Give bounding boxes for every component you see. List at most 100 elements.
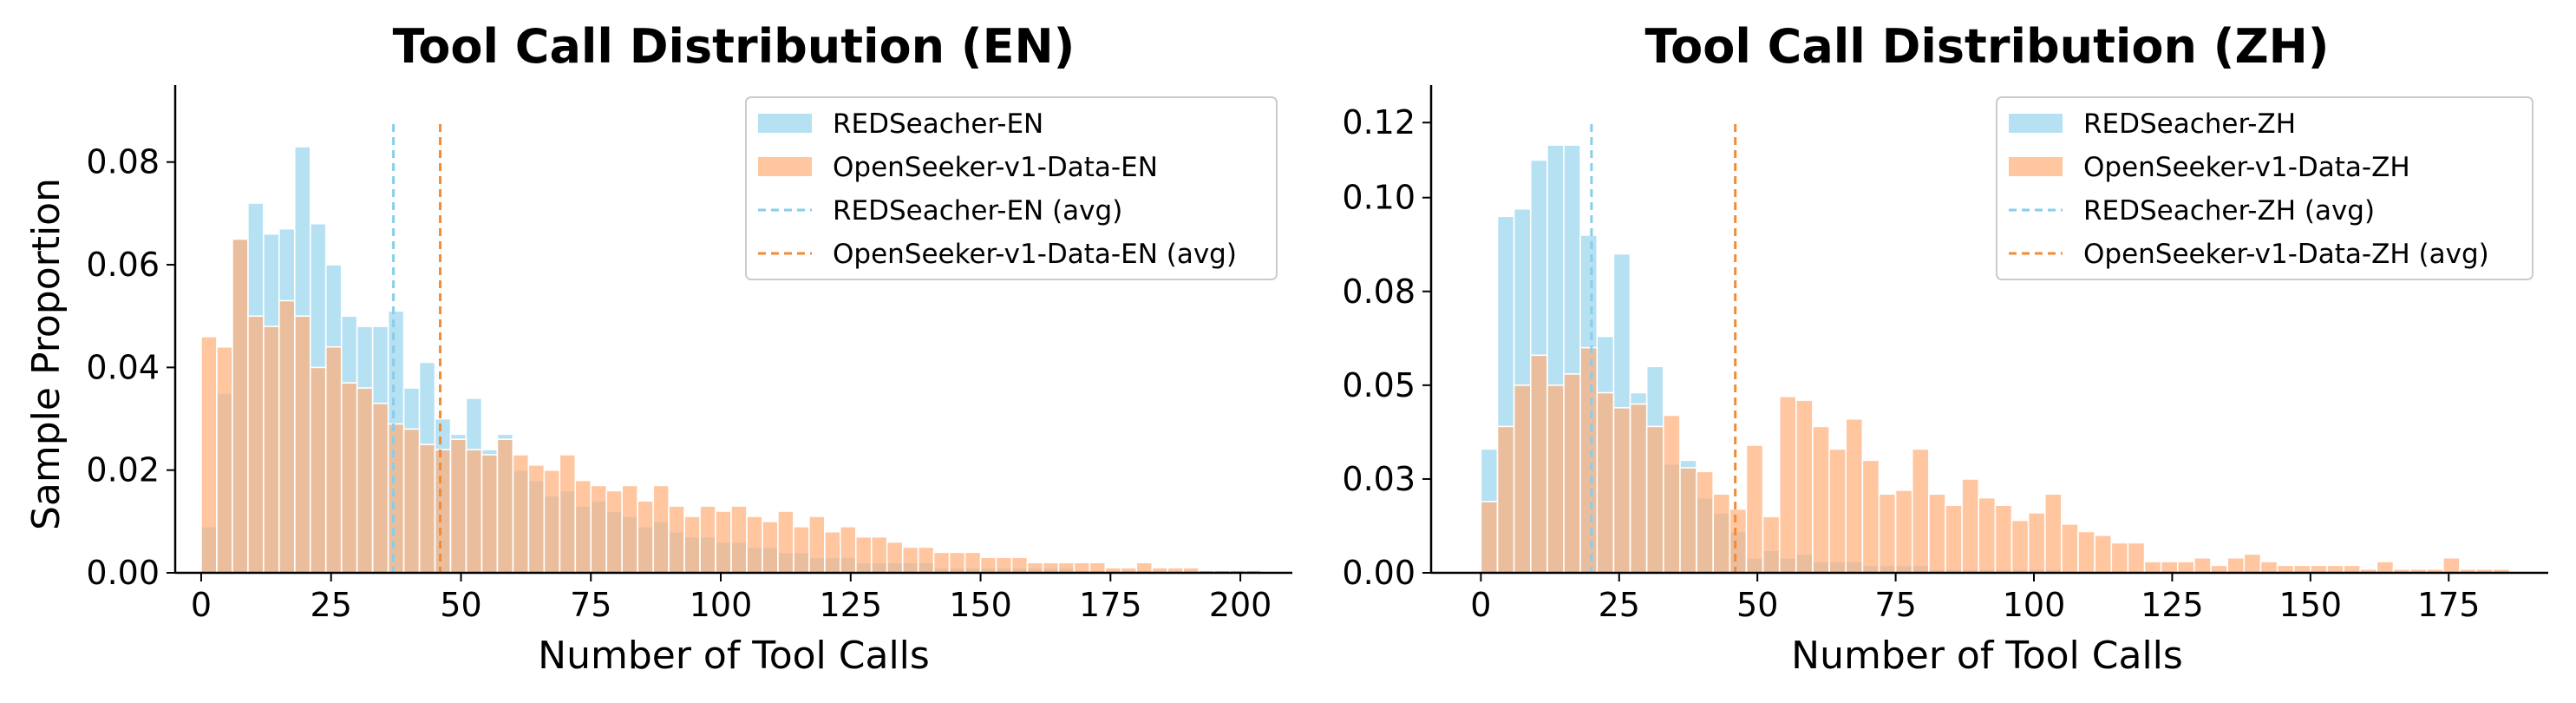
x-tick-label: 100 xyxy=(690,586,753,624)
bar-series1-bin21 xyxy=(527,463,546,574)
legend-label: REDSeacher-ZH (avg) xyxy=(2083,195,2375,227)
bar-series1-bin14 xyxy=(1712,493,1731,574)
average-lines-layer xyxy=(1590,123,1737,573)
bar-series1-bin56 xyxy=(1073,562,1091,574)
bar-series1-bin42 xyxy=(2176,561,2195,574)
bar-series1-bin36 xyxy=(762,521,779,574)
bar-series1-bin48 xyxy=(2276,564,2295,574)
axes-layer: 0 25 50 75 100 125 150 175 200 0.00 0.02 0.04 0.06 0.… xyxy=(86,85,1292,624)
bar-series1-bin27 xyxy=(621,484,638,574)
bar-series1-bin31 xyxy=(1994,504,2013,574)
bar-series1-bin9 xyxy=(1629,403,1648,574)
bar-series1-bin11 xyxy=(371,402,389,574)
y-tick-label: 0.05 xyxy=(1342,366,1415,404)
x-axis-label: Number of Tool Calls xyxy=(1791,634,2183,678)
bar-series1-bin20 xyxy=(1812,425,1830,574)
bar-series1-bin38 xyxy=(2110,542,2129,574)
bar-series1-bin10 xyxy=(356,387,374,574)
bar-series1-bin13 xyxy=(1696,470,1714,574)
legend-label: OpenSeeker-v1-Data-ZH (avg) xyxy=(2083,239,2489,270)
chart-en: Tool Call Distribution (EN) Sample Propo… xyxy=(24,19,1292,678)
bar-series1-bin35 xyxy=(2061,522,2079,574)
bar-series1-bin51 xyxy=(995,556,1013,574)
bar-series1-bin38 xyxy=(793,525,810,574)
x-axis-label: Number of Tool Calls xyxy=(538,634,930,678)
bar-series1-bin15 xyxy=(434,449,452,574)
bar-series1-bin17 xyxy=(465,449,483,574)
legend-label: REDSeacher-ZH xyxy=(2083,108,2296,140)
bar-series1-bin42 xyxy=(854,535,873,574)
bar-series1-bin46 xyxy=(917,546,935,574)
legend: REDSeacher-ZH OpenSeeker-v1-Data-ZH REDSea… xyxy=(1996,96,2534,280)
bar-series1-bin51 xyxy=(2326,564,2344,574)
x-tick-label: 50 xyxy=(1736,586,1778,624)
bar-series1-bin50 xyxy=(979,556,997,574)
x-tick-label: 25 xyxy=(1599,586,1640,624)
bar-series1-bin45 xyxy=(901,546,919,574)
bar-series1-bin6 xyxy=(1579,346,1599,574)
bar-series1-bin41 xyxy=(840,525,857,574)
y-tick-label: 0.04 xyxy=(86,348,160,386)
bar-series1-bin54 xyxy=(1042,562,1060,574)
bar-series1-bin60 xyxy=(1135,562,1154,574)
x-tick-label: 0 xyxy=(191,586,212,624)
bar-series1-bin24 xyxy=(574,479,592,574)
x-tick-label: 75 xyxy=(570,586,611,624)
bar-series1-bin25 xyxy=(1894,489,1913,574)
bar-series1-bin7 xyxy=(309,366,327,574)
bar-series1-bin23 xyxy=(559,454,577,574)
bar-series1-bin34 xyxy=(730,505,748,574)
bar-series1-bin3 xyxy=(247,315,265,574)
legend-label: OpenSeeker-v1-Data-ZH xyxy=(2083,152,2410,183)
x-tick-label: 150 xyxy=(949,586,1012,624)
legend-swatch xyxy=(2009,157,2063,176)
bar-series1-bin40 xyxy=(2143,561,2162,574)
bar-series1-bin4 xyxy=(1546,384,1565,574)
bar-series1-bin22 xyxy=(543,469,561,574)
x-tick-label: 175 xyxy=(1079,586,1142,624)
bar-series1-bin47 xyxy=(932,551,951,574)
bar-series1-bin45 xyxy=(2226,556,2246,574)
legend-box xyxy=(745,96,1278,280)
bar-series1-bin9 xyxy=(340,382,358,574)
y-tick-label: 0.08 xyxy=(86,143,160,181)
x-tick-label: 75 xyxy=(1874,586,1916,624)
bar-series1-bin52 xyxy=(2343,564,2362,574)
bar-series1-bin53 xyxy=(1026,562,1044,574)
x-tick-label: 150 xyxy=(2279,586,2343,624)
bar-series1-bin0 xyxy=(1480,501,1499,574)
legend: REDSeacher-EN OpenSeeker-v1-Data-EN REDSea… xyxy=(745,96,1278,280)
bar-series1-bin32 xyxy=(2010,519,2030,574)
bar-series1-bin32 xyxy=(699,505,716,574)
bar-series1-bin8 xyxy=(324,345,343,574)
chart-title: Tool Call Distribution (EN) xyxy=(393,19,1076,74)
legend-label: REDSeacher-EN xyxy=(833,108,1043,140)
bar-series1-bin1 xyxy=(216,345,233,574)
bar-series1-bin43 xyxy=(2194,556,2212,574)
y-tick-label: 0.00 xyxy=(86,554,160,592)
y-tick-label: 0.00 xyxy=(1342,554,1415,592)
bar-series1-bin4 xyxy=(263,325,280,574)
legend-box xyxy=(1996,96,2534,280)
bar-series1-bin46 xyxy=(2243,553,2262,574)
bar-series1-bin18 xyxy=(481,454,499,574)
x-tick-label: 100 xyxy=(2003,586,2066,624)
bar-series1-bin15 xyxy=(1729,508,1748,574)
bar-series1-bin48 xyxy=(948,551,966,574)
bar-series1-bin29 xyxy=(652,484,670,574)
bar-series1-bin44 xyxy=(2210,564,2228,574)
chart-zh: Tool Call Distribution (ZH) Number of To… xyxy=(1342,19,2548,678)
x-tick-label: 125 xyxy=(2141,586,2204,624)
average-lines-layer xyxy=(392,123,442,573)
bar-series1-bin35 xyxy=(746,516,763,574)
bar-series1-bin33 xyxy=(715,510,732,574)
bar-series1-bin44 xyxy=(886,541,904,574)
bar-series1-bin26 xyxy=(1911,448,1930,574)
bar-series1-bin50 xyxy=(2310,564,2328,574)
bar-series1-bin12 xyxy=(387,423,405,574)
legend-label: OpenSeeker-v1-Data-EN (avg) xyxy=(833,239,1237,270)
bar-series1-bin2 xyxy=(232,238,249,574)
bar-series1-bin55 xyxy=(1057,562,1076,574)
bar-series1-bin31 xyxy=(683,516,701,574)
bar-series1-bin20 xyxy=(512,454,530,574)
